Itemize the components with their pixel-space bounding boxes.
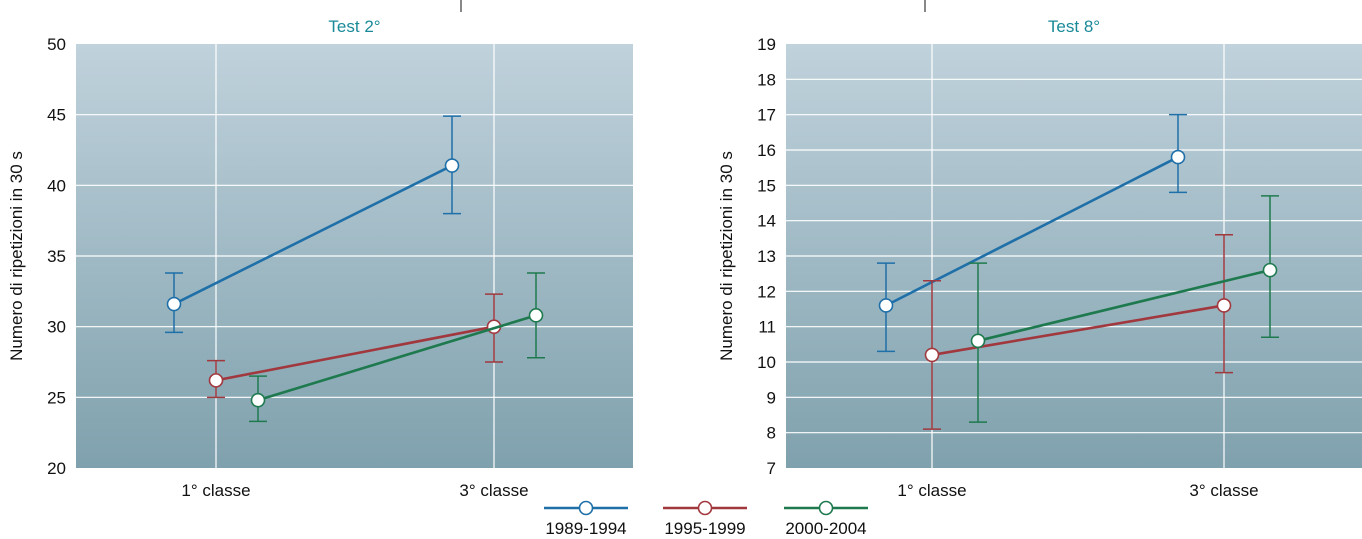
data-point: [878, 298, 894, 313]
y-tick-label: 50: [47, 35, 66, 54]
y-tick-label: 19: [757, 35, 776, 54]
data-point: [1216, 298, 1232, 313]
legend: 1989-1994 1995-1999 2000-2004: [544, 500, 868, 538]
y-tick-label: 40: [47, 176, 66, 195]
y-axis-label: Numero di ripetizioni in 30 s: [717, 151, 736, 361]
series-line: [215, 325, 495, 382]
x-tick-label: 3° classe: [459, 481, 528, 500]
chart-panel-test-8: 7 8 9 10 11 12 13 14 15 16 17 18 19 1° classe 3° class…: [717, 17, 1362, 500]
y-tick-label: 45: [47, 106, 66, 125]
legend-label: 2000-2004: [785, 519, 866, 538]
chart-title: Test 8°: [1048, 17, 1100, 36]
y-tick-label: 35: [47, 247, 66, 266]
series-line: [173, 164, 453, 306]
legend-swatch-marker: [578, 500, 594, 516]
data-point: [1262, 262, 1278, 278]
y-tick-label: 7: [767, 459, 776, 478]
data-point: [444, 158, 460, 173]
y-tick-label: 9: [767, 388, 776, 407]
y-tick-label: 8: [767, 424, 776, 443]
series-line: [977, 268, 1271, 343]
data-point: [250, 392, 266, 408]
legend-label: 1995-1999: [664, 519, 745, 538]
y-tick-label: 25: [47, 388, 66, 407]
data-point: [208, 373, 224, 388]
x-tick-label: 1° classe: [181, 481, 250, 500]
chart-title: Test 2°: [328, 17, 380, 36]
data-point: [1170, 149, 1186, 165]
chart-panel-test-2: 20 25 30 35 40 45 50 1° classe 3° classe Test 2° N…: [7, 17, 633, 500]
legend-swatch-marker: [697, 500, 713, 516]
x-tick-label: 3° classe: [1189, 481, 1258, 500]
series-line: [257, 314, 537, 402]
data-point: [924, 347, 940, 363]
y-axis-label: Numero di ripetizioni in 30 s: [7, 151, 26, 361]
y-tick-label: 13: [757, 247, 776, 266]
y-tick-label: 12: [757, 282, 776, 301]
legend-swatch-marker: [818, 500, 834, 516]
data-point: [970, 333, 986, 349]
legend-label: 1989-1994: [545, 519, 626, 538]
y-tick-label: 10: [757, 353, 776, 372]
y-tick-label: 11: [758, 318, 776, 337]
y-tick-label: 14: [757, 212, 776, 231]
y-tick-label: 16: [757, 141, 776, 160]
x-tick-label: 1° classe: [897, 481, 966, 500]
y-tick-label: 20: [47, 459, 66, 478]
y-tick-label: 17: [757, 106, 776, 125]
y-tick-label: 18: [757, 70, 776, 89]
y-tick-label: 30: [47, 318, 66, 337]
data-point: [166, 296, 182, 312]
data-point: [528, 308, 544, 323]
y-tick-label: 15: [757, 176, 776, 195]
